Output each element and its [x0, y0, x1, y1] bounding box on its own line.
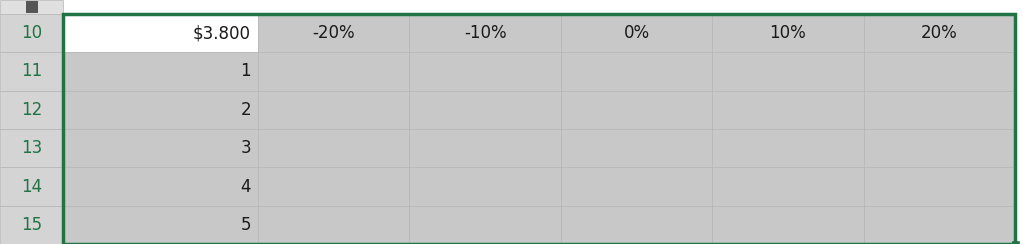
Bar [0, 167, 63, 206]
Bar [63, 14, 258, 52]
Bar [1012, 241, 1019, 244]
Text: 13: 13 [20, 139, 42, 157]
Text: -20%: -20% [312, 24, 355, 42]
Bar [0, 14, 63, 52]
Text: 4: 4 [240, 177, 251, 195]
Text: 10%: 10% [769, 24, 806, 42]
Text: 5: 5 [240, 216, 251, 234]
Text: 14: 14 [20, 177, 42, 195]
Text: 15: 15 [20, 216, 42, 234]
Text: 11: 11 [20, 62, 42, 81]
Bar [26, 1, 38, 13]
Bar [0, 0, 63, 14]
Text: -10%: -10% [463, 24, 506, 42]
Bar [0, 52, 63, 91]
Text: 0%: 0% [623, 24, 650, 42]
Text: 20%: 20% [921, 24, 958, 42]
Bar [0, 91, 63, 129]
Text: 3: 3 [240, 139, 251, 157]
Bar [0, 129, 63, 167]
Text: 2: 2 [240, 101, 251, 119]
Text: 1: 1 [240, 62, 251, 81]
Bar [0, 206, 63, 244]
Text: 10: 10 [20, 24, 42, 42]
Text: 12: 12 [20, 101, 42, 119]
Text: $3.800: $3.800 [193, 24, 251, 42]
